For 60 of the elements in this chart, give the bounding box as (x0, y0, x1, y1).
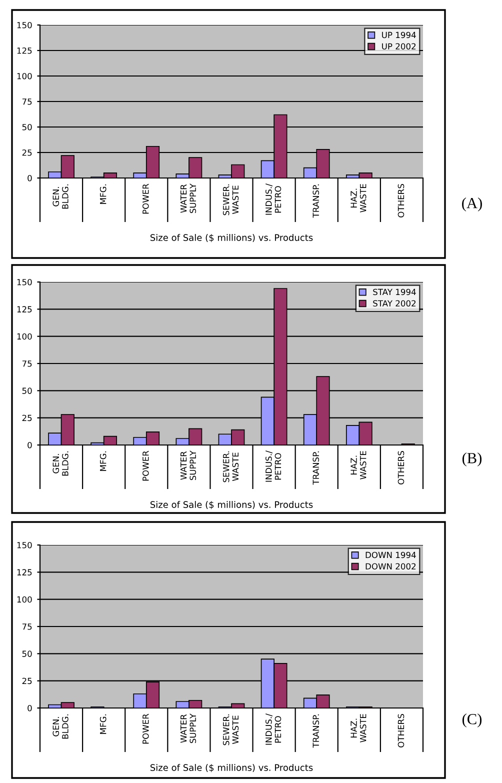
y-tick-label: 50 (22, 388, 32, 394)
y-tick-label: 25 (22, 149, 32, 156)
x-axis-title: Size of Sale ($ millions) vs. Products (150, 501, 313, 510)
x-tick-label: OTHERS (398, 184, 404, 218)
x-tick-label: MFG. (100, 714, 106, 734)
text: (B) (462, 452, 482, 466)
x-tick-label: POWER (142, 184, 149, 214)
y-tick-label: 125 (17, 306, 32, 312)
x-tick-label: MFG. (100, 451, 106, 471)
y-tick-label: 25 (22, 678, 32, 684)
y-tick-label: 25 (22, 414, 32, 422)
text: (C) (462, 714, 482, 728)
x-tick-label: POWER (142, 450, 149, 481)
legend-label: STAY 1994 (373, 288, 416, 296)
y-tick-label: 100 (17, 333, 32, 340)
legend-label: UP 1994 (382, 32, 416, 38)
x-tick-label: SEWER. WASTE (222, 184, 239, 216)
x-axis-title: Size of Sale ($ millions) vs. Products (150, 234, 313, 242)
x-tick-label: GEN. BLDG. (52, 451, 68, 476)
x-tick-label: OTHERS (398, 451, 404, 484)
y-tick-label: 125 (17, 47, 32, 54)
y-tick-label: 50 (22, 124, 32, 130)
y-tick-label: 75 (22, 624, 32, 630)
x-tick-label: INDUS./ PETRO (266, 184, 282, 215)
x-tick-label: INDUS./ PETRO (266, 450, 282, 482)
y-tick-label: 150 (17, 22, 32, 28)
x-tick-label: INDUS./ PETRO (266, 714, 282, 745)
y-tick-label: 75 (22, 98, 32, 105)
x-tick-label: WATER SUPPLY (180, 184, 196, 214)
legend-label: UP 2002 (382, 43, 416, 50)
y-tick-label: 75 (22, 360, 32, 367)
legend-label: DOWN 2002 (366, 563, 416, 570)
y-tick-label: 125 (17, 569, 32, 576)
x-tick-label: HAZ. WASTE (350, 184, 366, 212)
y-tick-label: 150 (17, 542, 32, 548)
x-tick-label: TRANSP. (312, 184, 320, 218)
text: (A) (462, 198, 482, 212)
x-tick-label: SEWER. WASTE (222, 714, 239, 746)
x-axis-title: Size of Sale ($ millions) vs. Products (150, 764, 313, 772)
x-tick-label: GEN. BLDG. (52, 714, 68, 739)
y-tick-label: 50 (22, 650, 32, 657)
x-tick-label: WATER SUPPLY (180, 714, 196, 744)
x-tick-label: POWER (142, 714, 149, 744)
y-tick-label: 0 (28, 442, 32, 448)
x-tick-label: HAZ. WASTE (350, 451, 366, 480)
y-tick-label: 100 (17, 72, 32, 80)
x-tick-label: SEWER. WASTE (222, 451, 239, 482)
legend-label: DOWN 1994 (366, 552, 416, 558)
legend-label: STAY 2002 (373, 300, 416, 307)
x-tick-label: OTHERS (398, 714, 404, 748)
y-tick-label: 0 (28, 704, 32, 712)
y-tick-label: 100 (17, 596, 32, 603)
x-tick-label: TRANSP. (312, 451, 320, 485)
x-tick-label: GEN. BLDG. (52, 184, 68, 209)
y-tick-label: 0 (28, 174, 32, 182)
x-tick-label: MFG. (100, 184, 106, 204)
y-tick-label: 150 (17, 278, 32, 286)
x-tick-label: TRANSP. (312, 714, 320, 748)
x-tick-label: WATER SUPPLY (180, 450, 196, 480)
x-tick-label: HAZ. WASTE (350, 714, 366, 742)
